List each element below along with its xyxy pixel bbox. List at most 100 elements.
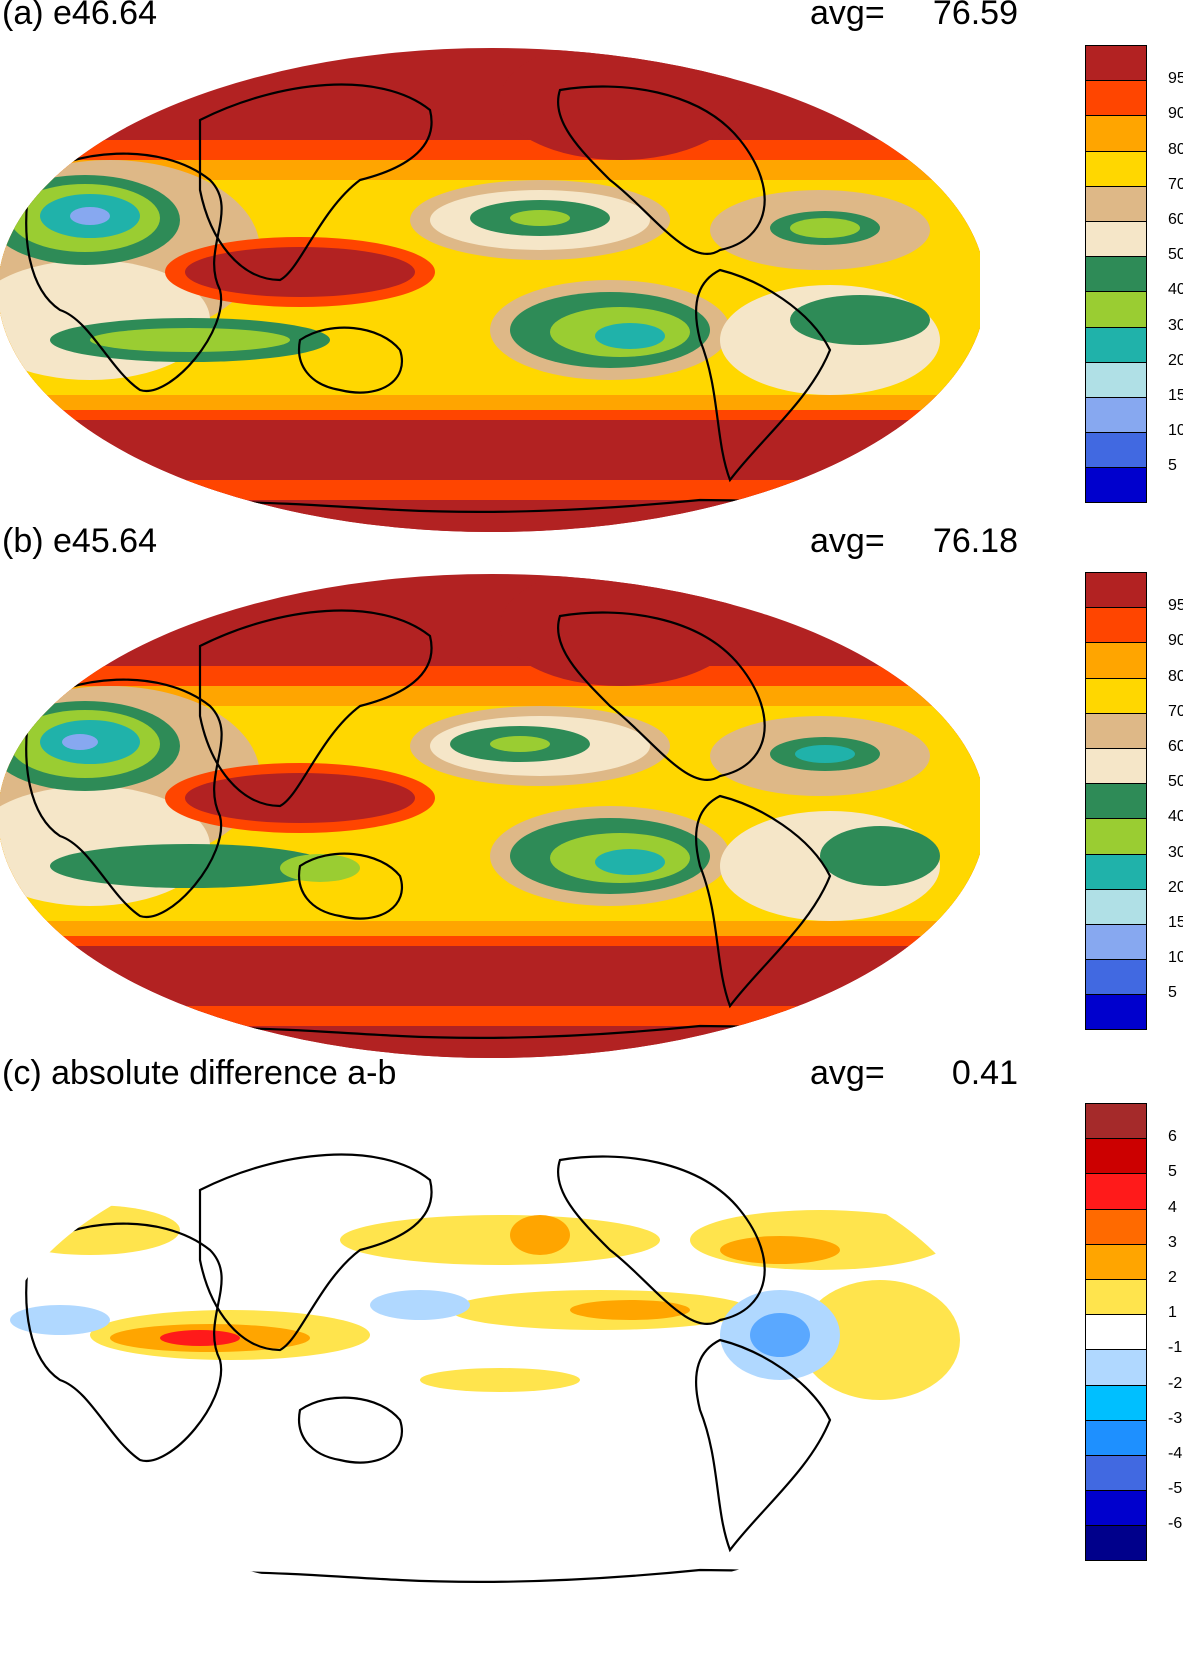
colorbar-swatch — [1085, 397, 1147, 433]
colorbar-label: 20 — [1168, 878, 1183, 896]
field-region-green — [820, 826, 940, 886]
colorbar-swatch — [1085, 1103, 1147, 1139]
field-region-teal — [795, 745, 855, 763]
colorbar-label: 30 — [1168, 843, 1183, 861]
colorbar-label: 5 — [1168, 457, 1177, 475]
colorbar-label: 20 — [1168, 351, 1183, 369]
colorbar-swatch — [1085, 432, 1147, 468]
colorbar-label: -2 — [1168, 1374, 1183, 1392]
colorbar-swatch — [1085, 712, 1147, 748]
field-region-blue — [62, 734, 98, 750]
colorbar-swatch — [1085, 1455, 1147, 1491]
colorbar-label: 95 — [1168, 70, 1183, 88]
colorbar-swatch — [1085, 256, 1147, 292]
colorbar-swatch — [1085, 1243, 1147, 1279]
map-field — [0, 48, 980, 532]
field-region-yellow — [340, 1215, 660, 1265]
field-region-blue — [70, 207, 110, 225]
field-antarctic-orange — [0, 480, 980, 500]
field-region-darkred — [500, 574, 740, 686]
colorbar-label: -6 — [1168, 1515, 1183, 1533]
field-region-lime — [790, 218, 860, 238]
colorbar-label: 60 — [1168, 738, 1183, 755]
field-region-yellow — [420, 1368, 580, 1392]
colorbar-label: 2 — [1168, 1269, 1177, 1286]
colorbar-swatch — [1085, 607, 1147, 643]
avg-label: avg= — [810, 0, 885, 32]
colorbar-label: 10 — [1168, 949, 1183, 967]
avg-value: 0.41 — [951, 1054, 1018, 1092]
field-region-red — [160, 1330, 240, 1346]
colorbar-label: 5 — [1168, 1163, 1177, 1181]
colorbar-label: -1 — [1168, 1339, 1183, 1357]
field-region-lightblue — [370, 1290, 470, 1320]
colorbar-swatch — [1085, 1173, 1147, 1209]
colorbar-label: 15 — [1168, 914, 1183, 931]
colorbar-swatch — [1085, 1208, 1147, 1244]
field-region-darkred — [185, 773, 415, 823]
field-region-darkred — [500, 48, 740, 160]
colorbar-swatch — [1085, 185, 1147, 221]
panel-title: (c) absolute difference a-b — [2, 1054, 397, 1092]
field-region-blue — [750, 1313, 810, 1357]
avg-label: avg= — [810, 522, 885, 560]
colorbar-label: 50 — [1168, 246, 1183, 264]
colorbar-swatch — [1085, 1138, 1147, 1174]
colorbar-label: 30 — [1168, 316, 1183, 334]
colorbar-label: 95 — [1168, 597, 1183, 615]
field-region-teal — [595, 849, 665, 875]
colorbar-label: 80 — [1168, 667, 1183, 685]
colorbar-swatch — [1085, 221, 1147, 257]
colorbar-label: 50 — [1168, 773, 1183, 791]
colorbar-label: -3 — [1168, 1409, 1183, 1427]
colorbar-swatch — [1085, 924, 1147, 960]
colorbar-label: -4 — [1168, 1445, 1183, 1462]
avg-value: 76.18 — [932, 522, 1018, 560]
field-region-lime — [510, 210, 570, 226]
colorbar-label: 4 — [1168, 1198, 1177, 1216]
panel-c: (c) absolute difference a-b avg= 0.41 — [0, 1054, 1183, 1677]
colorbar-label: 40 — [1168, 281, 1183, 299]
colorbar-swatch — [1085, 291, 1147, 327]
field-region-yellow — [800, 1280, 960, 1400]
colorbar-swatch — [1085, 677, 1147, 713]
colorbar-swatch — [1085, 1314, 1147, 1350]
field-region-lime — [490, 736, 550, 752]
colorbar-label: 6 — [1168, 1128, 1177, 1146]
field-region-green — [790, 295, 930, 345]
colorbar-swatch — [1085, 1490, 1147, 1526]
colorbar-label: 15 — [1168, 387, 1183, 404]
map-field — [0, 574, 980, 1058]
colorbar-label: 70 — [1168, 175, 1183, 193]
colorbar-swatch — [1085, 888, 1147, 924]
field-antarctic-orange — [0, 1006, 980, 1026]
colorbar-swatch — [1085, 326, 1147, 362]
colorbar-swatch — [1085, 361, 1147, 397]
colorbar-swatch — [1085, 1419, 1147, 1455]
panel-title: (b) e45.64 — [2, 522, 157, 560]
colorbar-swatch — [1085, 994, 1147, 1030]
field-region-darkred — [185, 247, 415, 297]
field-region-green — [50, 844, 330, 888]
avg-label: avg= — [810, 1054, 885, 1092]
colorbar-swatch — [1085, 45, 1147, 81]
panel-b: (b) e45.64 avg= 76.18 — [0, 522, 1183, 1088]
colorbar-swatch — [1085, 1349, 1147, 1385]
colorbar-label: 60 — [1168, 211, 1183, 228]
field-region-lime — [280, 854, 360, 882]
colorbar-swatch — [1085, 783, 1147, 819]
colorbar-label: 90 — [1168, 105, 1183, 123]
colorbar-swatch — [1085, 853, 1147, 889]
colorbar-swatch — [1085, 150, 1147, 186]
colorbar-label: 10 — [1168, 422, 1183, 440]
colorbar-label: 5 — [1168, 984, 1177, 1002]
colorbar-label: 80 — [1168, 140, 1183, 158]
colorbar-label: -5 — [1168, 1480, 1183, 1498]
field-region-teal — [595, 323, 665, 349]
colorbar-label: 40 — [1168, 808, 1183, 826]
colorbar-label: 1 — [1168, 1304, 1177, 1322]
panel-title: (a) e46.64 — [2, 0, 157, 32]
colorbar-swatch — [1085, 818, 1147, 854]
colorbar-swatch — [1085, 572, 1147, 608]
panel-a: (a) e46.64 avg= 76.59 — [0, 0, 1183, 560]
